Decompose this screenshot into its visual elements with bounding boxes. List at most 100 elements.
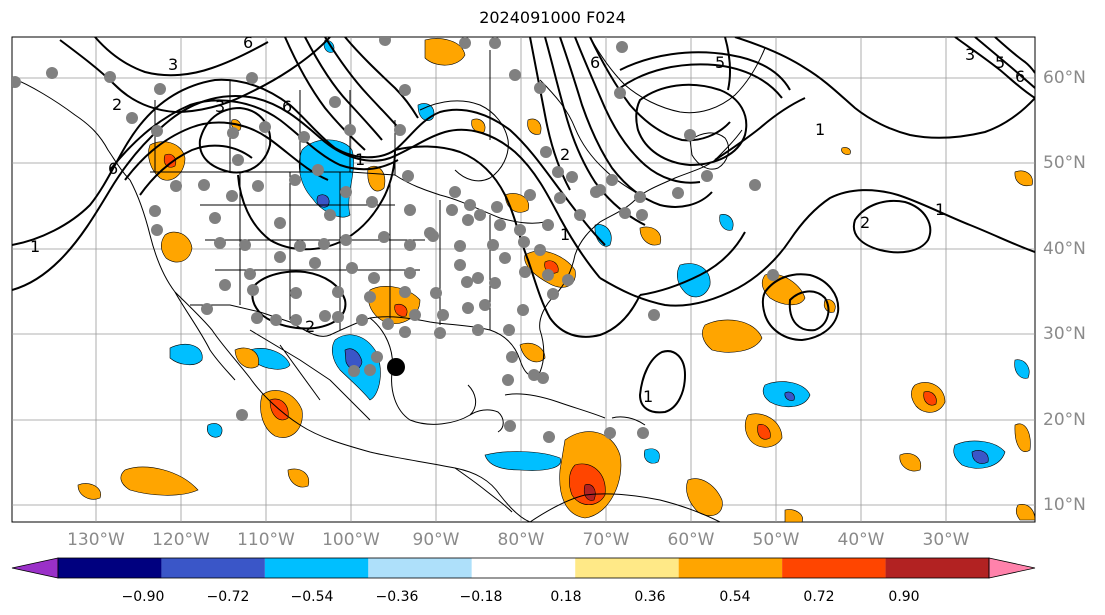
colorbar (11, 557, 1036, 579)
station-dot (274, 251, 286, 263)
station-dot (201, 303, 213, 315)
station-dot (449, 186, 461, 198)
station-dot (517, 304, 529, 316)
station-dot (151, 224, 163, 236)
shade-blue-central-america (484, 451, 562, 471)
contour-4 (124, 121, 329, 181)
contour-16 (559, 37, 713, 208)
latitude-labels: 60°N 50°N 40°N 30°N 20°N 10°N (1043, 68, 1086, 515)
storm-center-marker (387, 358, 405, 376)
contour-26 (639, 231, 746, 296)
contour-label-5: 1 (30, 237, 40, 256)
station-dot (409, 309, 421, 321)
shade-orange-atlantic-10 (1015, 504, 1035, 521)
colorbar-tick-label: −0.90 (122, 589, 165, 605)
station-dot (126, 112, 138, 124)
station-dot (454, 259, 466, 271)
shade-red-atlantic-4 (923, 391, 937, 406)
station-dot (298, 131, 310, 143)
shade-blue-pacific (207, 423, 223, 438)
station-dot (547, 288, 559, 300)
lon-label: 70°W (583, 530, 630, 550)
contour-label-11: 6 (590, 53, 600, 72)
coastline-cuba (504, 393, 606, 419)
shade-orange-florida (519, 342, 546, 363)
station-dot (151, 125, 163, 137)
station-dot (382, 318, 394, 330)
shade-purple-atlantic-2 (784, 391, 795, 401)
colorbar-segment (471, 558, 576, 578)
station-dot (379, 37, 391, 46)
shade-purple-texas (344, 348, 363, 370)
station-dot (504, 420, 516, 432)
contour-label-7: 6 (282, 97, 292, 116)
station-dot (454, 240, 466, 252)
station-dot (749, 179, 761, 191)
shade-orange-atlantic-6 (686, 478, 723, 516)
station-dot (474, 209, 486, 221)
contour-label-18: 3 (965, 45, 975, 64)
station-dot (290, 287, 302, 299)
station-dot (104, 71, 116, 83)
coastline-yucatan (469, 409, 504, 433)
station-dot (672, 187, 684, 199)
lat-label: 50°N (1043, 153, 1086, 173)
station-dot (472, 272, 484, 284)
contour-label-1: 6 (243, 33, 253, 52)
station-dot (562, 274, 574, 286)
station-dot (634, 191, 646, 203)
colorbar-tick-label: 0.18 (550, 589, 581, 605)
station-dot (519, 266, 531, 278)
contour-31 (734, 37, 1035, 139)
station-dot (319, 310, 331, 322)
contour-32 (954, 37, 1035, 99)
lat-label: 60°N (1043, 68, 1086, 88)
station-dot (348, 365, 360, 377)
station-dot (537, 372, 549, 384)
shade-orange-pacific-2 (77, 483, 101, 500)
colorbar-segment (161, 558, 265, 578)
station-dot (636, 209, 648, 221)
contour-label-20: 6 (1015, 67, 1025, 86)
shade-blue-small-1 (719, 214, 734, 231)
station-dot (290, 314, 302, 326)
coastline-baja (174, 291, 236, 381)
shade-orange-pacific-3 (287, 468, 310, 488)
station-dot (289, 174, 301, 186)
station-dot (430, 287, 442, 299)
contour-28 (788, 290, 830, 332)
station-dot (489, 37, 501, 49)
contour-29 (761, 273, 840, 342)
colorbar-segment (885, 558, 989, 578)
lat-label: 40°N (1043, 239, 1086, 259)
shade-orange-hudson (471, 118, 486, 133)
shade-orange-greenland-top (424, 38, 466, 66)
station-dot (514, 224, 526, 236)
station-dot (427, 230, 439, 242)
contour-25 (599, 189, 1035, 307)
contour-22 (619, 51, 791, 91)
station-dot (312, 164, 324, 176)
border-states-1 (200, 172, 491, 330)
lat-label: 10°N (1043, 495, 1086, 515)
shade-orange-atlantic-7 (784, 509, 803, 522)
station-dot (619, 207, 631, 219)
lon-label: 40°W (838, 530, 885, 550)
longitude-labels: 130°W 120°W 110°W 100°W 90°W 80°W 70°W 6… (67, 530, 970, 550)
station-dot (247, 284, 259, 296)
station-dot (464, 199, 476, 211)
colorbar-tick-labels: −0.90 −0.72 −0.54 −0.36 −0.18 0.18 0.36 … (122, 589, 920, 605)
station-dot (170, 180, 182, 192)
shade-orange-pacific-1 (120, 466, 199, 496)
station-dot (616, 41, 628, 53)
shade-orange-labrador (527, 118, 542, 135)
shade-orange-atlantic-8 (1014, 423, 1031, 452)
station-dot (462, 302, 474, 314)
station-dot (554, 192, 566, 204)
station-dot (472, 324, 484, 336)
station-dot (479, 299, 491, 311)
contour-19 (544, 37, 646, 226)
contour-lines (12, 37, 1035, 414)
shade-orange-small-4 (323, 39, 335, 53)
contour-9 (324, 37, 403, 133)
